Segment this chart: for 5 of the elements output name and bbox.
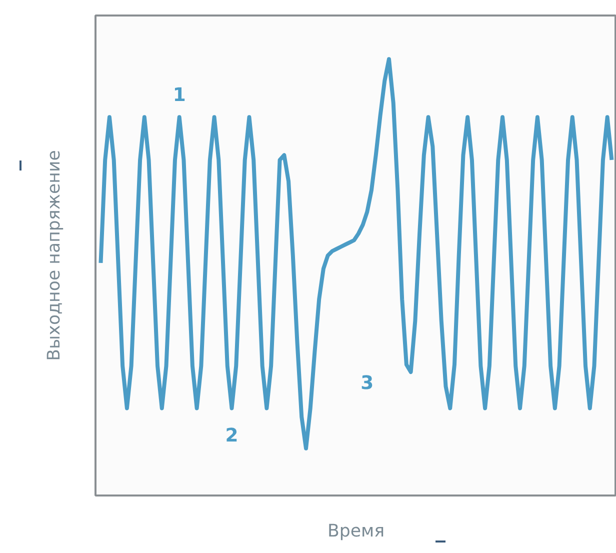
x-axis-title: Время xyxy=(327,522,385,542)
annotation: 3 xyxy=(360,373,374,394)
annotation: 1 xyxy=(172,85,186,106)
annotation: 2 xyxy=(225,425,238,446)
y-axis-title: Выходное напряжение xyxy=(44,150,64,361)
